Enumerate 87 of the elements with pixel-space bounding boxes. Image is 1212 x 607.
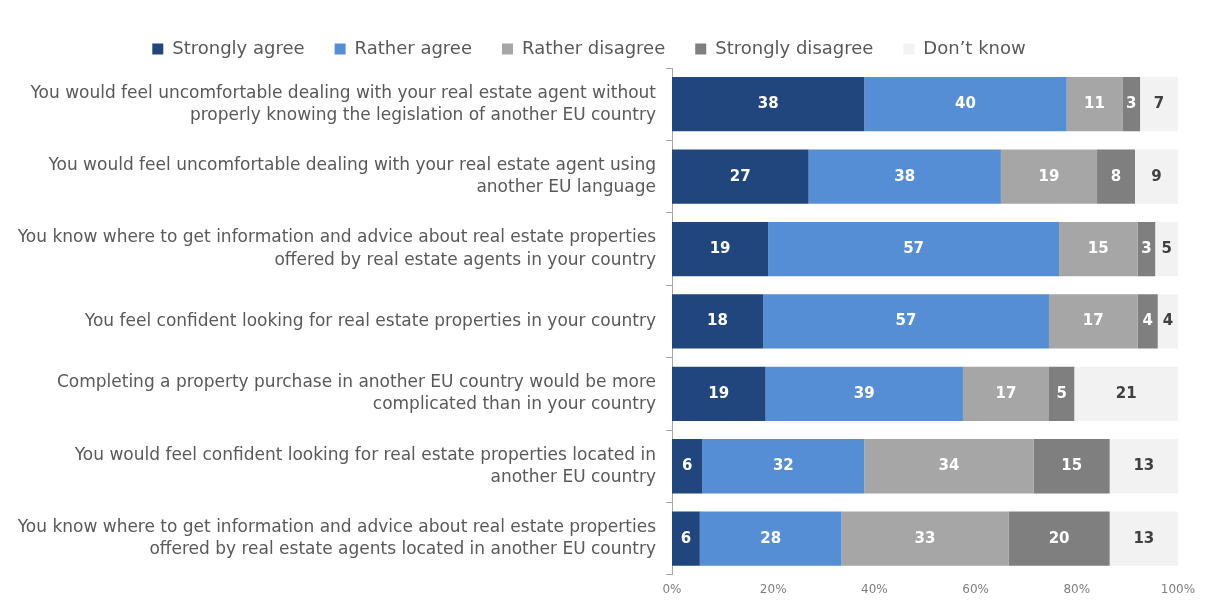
data-label: 5	[1161, 238, 1172, 257]
data-label: 19	[709, 238, 731, 257]
legend-label: Rather agree	[354, 36, 473, 58]
data-label: 13	[1133, 528, 1155, 547]
data-label: 4	[1162, 311, 1174, 330]
data-label: 18	[707, 311, 728, 330]
x-tick-label: 100%	[1160, 582, 1196, 597]
bar	[1048, 294, 1138, 349]
bar	[1048, 366, 1075, 422]
bar	[808, 149, 1001, 204]
legend-label: Don’t know	[923, 36, 1026, 58]
data-label: 6	[681, 456, 693, 475]
legend-label: Rather disagree	[522, 36, 666, 58]
y-tick-label: You know where to get information and advice about real estate properties offered by real estate agents located in another EU country	[16, 516, 657, 559]
bar	[841, 511, 1009, 566]
data-label: 9	[1151, 166, 1162, 185]
data-label: 15	[1087, 238, 1109, 257]
data-label: 21	[1115, 383, 1137, 402]
bar	[672, 149, 809, 204]
bar	[672, 221, 769, 277]
x-tick-label: 40%	[861, 582, 888, 597]
bar	[1097, 149, 1135, 204]
bar	[672, 77, 865, 132]
bar	[962, 366, 1049, 422]
data-label: 3	[1125, 94, 1137, 113]
bar	[1155, 221, 1178, 277]
data-label: 27	[729, 166, 751, 185]
bar	[1137, 294, 1158, 349]
data-label: 13	[1133, 456, 1155, 475]
data-label: 7	[1153, 94, 1165, 113]
data-label: 19	[708, 383, 730, 402]
bar	[702, 439, 865, 494]
bar	[1000, 149, 1098, 204]
data-label: 19	[1038, 166, 1060, 185]
bar	[1066, 77, 1123, 132]
legend-label: Strongly disagree	[715, 36, 874, 58]
data-label: 8	[1110, 166, 1122, 185]
bar	[1059, 221, 1138, 277]
data-label: 34	[938, 456, 960, 475]
bar	[763, 294, 1049, 349]
y-tick-label: You feel confident looking for real estate properties in your country	[83, 309, 656, 330]
data-label: 5	[1056, 383, 1067, 402]
data-label: 38	[894, 166, 916, 185]
data-label: 57	[895, 311, 917, 330]
x-tick-label: 80%	[1063, 582, 1091, 597]
bar	[1109, 511, 1178, 566]
bar	[672, 366, 766, 422]
data-label: 33	[914, 528, 936, 547]
bar	[672, 294, 764, 349]
bar	[864, 439, 1034, 494]
bar	[1134, 149, 1178, 204]
bar	[765, 366, 963, 422]
data-label: 32	[772, 456, 794, 475]
bar	[672, 439, 703, 494]
y-tick-label: You know where to get information and advice about real estate properties offered by real estate agents in your country	[16, 226, 657, 269]
data-label: 4	[1142, 311, 1153, 330]
data-label: 6	[680, 528, 692, 547]
bar	[672, 511, 700, 566]
bar	[1109, 439, 1178, 494]
y-tick-label: Completing a property purchase in another EU country would be more complicated than in your country	[56, 371, 656, 414]
data-label: 39	[853, 383, 875, 402]
data-label: 57	[903, 238, 925, 257]
bar	[1074, 366, 1178, 422]
bar	[1140, 77, 1178, 132]
bar	[768, 221, 1060, 277]
x-tick-label: 60%	[962, 582, 989, 597]
bar	[864, 77, 1067, 132]
data-label: 15	[1061, 456, 1083, 475]
bar	[1122, 77, 1141, 132]
bar	[699, 511, 842, 566]
data-label: 20	[1048, 528, 1070, 547]
bar	[1008, 511, 1110, 566]
data-label: 17	[995, 383, 1017, 402]
data-label: 38	[757, 94, 779, 113]
data-label: 3	[1141, 238, 1152, 257]
data-label: 17	[1082, 311, 1104, 330]
y-tick-label: You would feel uncomfortable dealing with your real estate agent without properly knowing the legislation of another EU country	[29, 81, 657, 124]
x-tick-label: 0%	[662, 582, 682, 597]
legend-label: Strongly agree	[172, 36, 305, 58]
y-tick-label: You would feel confident looking for real estate properties located in another EU country	[73, 443, 656, 486]
data-label: 40	[955, 94, 976, 113]
x-tick-label: 20%	[759, 582, 787, 597]
y-tick-label: You would feel uncomfortable dealing with your real estate agent using another EU language	[47, 153, 656, 197]
bar	[1033, 439, 1110, 494]
data-label: 11	[1084, 94, 1105, 113]
data-label: 28	[760, 528, 782, 547]
bar	[1157, 294, 1178, 349]
